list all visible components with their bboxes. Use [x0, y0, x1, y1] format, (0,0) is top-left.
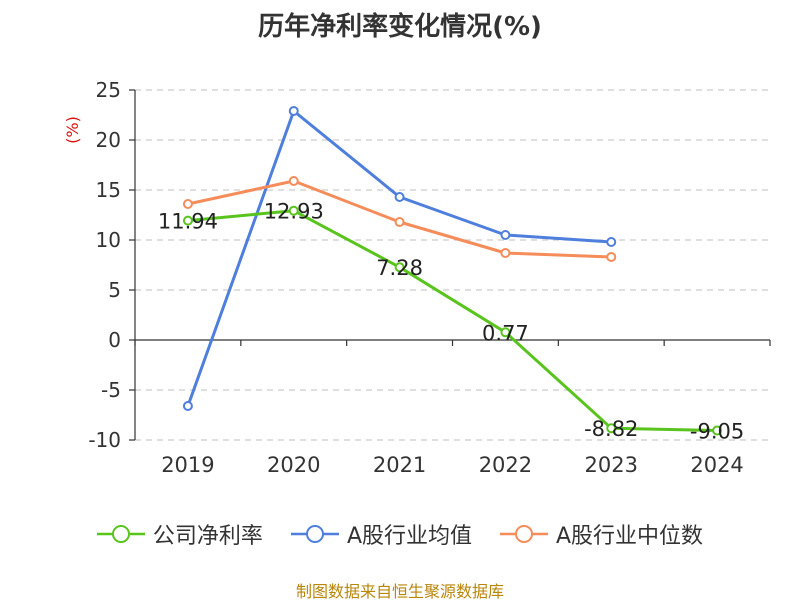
- data-point[interactable]: [288, 106, 299, 116]
- grid-lines: [135, 89, 770, 441]
- data-point[interactable]: [182, 401, 193, 411]
- data-label: 12.93: [264, 200, 324, 224]
- source-footer: 制图数据来自恒生聚源数据库: [295, 582, 504, 601]
- axes: 25 20 15 10 5 0 -5 -10 2019 2020 2021 2022 2023 2024 (…: [63, 78, 771, 477]
- x-tick-label: 2024: [690, 453, 743, 477]
- legend-label: A股行业中位数: [556, 524, 704, 549]
- data-point[interactable]: [182, 199, 193, 209]
- legend-label: 公司净利率: [152, 524, 263, 549]
- data-point[interactable]: [606, 423, 617, 434]
- data-label: 11.94: [158, 210, 218, 234]
- y-tick-label: 25: [96, 78, 121, 102]
- series-lines: [182, 106, 723, 436]
- y-tick-label: -5: [101, 378, 121, 402]
- legend-swatch-green-icon: [96, 525, 145, 543]
- y-tick-label: 20: [96, 128, 121, 152]
- data-point[interactable]: [288, 176, 299, 186]
- y-tick-label: 5: [108, 278, 121, 302]
- y-axis-label: (%): [63, 116, 82, 144]
- y-tick-label: 0: [108, 328, 121, 352]
- legend-label: A股行业均值: [346, 524, 472, 549]
- y-tick-label: 15: [96, 178, 121, 202]
- x-tick-label: 2020: [267, 453, 320, 477]
- legend-swatch-blue-icon: [290, 525, 339, 543]
- x-tick-label: 2021: [373, 453, 426, 477]
- data-point[interactable]: [500, 327, 511, 338]
- data-label: 0.77: [482, 321, 529, 345]
- y-tick-label: -10: [88, 428, 121, 452]
- legend-swatch-orange-icon: [500, 525, 548, 543]
- x-tick-label: 2023: [585, 453, 638, 477]
- legend-item-industry-median[interactable]: A股行业中位数: [500, 518, 703, 550]
- data-point[interactable]: [606, 237, 617, 247]
- data-point[interactable]: [288, 205, 299, 216]
- legend-item-company-net-margin[interactable]: 公司净利率: [96, 518, 263, 550]
- data-label: -8.82: [584, 417, 638, 441]
- series-line: [187, 209, 718, 432]
- data-point[interactable]: [394, 262, 405, 273]
- x-tick-label: 2022: [479, 453, 532, 477]
- chart-title: 历年净利率变化情况(%): [258, 12, 542, 42]
- data-point[interactable]: [394, 192, 405, 202]
- data-point[interactable]: [500, 230, 511, 240]
- data-label: 7.28: [376, 256, 423, 280]
- data-point[interactable]: [182, 215, 193, 226]
- data-point[interactable]: [394, 217, 405, 227]
- x-tick-label: 2019: [161, 453, 214, 477]
- data-label: -9.05: [690, 420, 744, 444]
- legend: 公司净利率 A股行业均值 A股行业中位数: [0, 518, 800, 550]
- data-point[interactable]: [500, 248, 511, 258]
- data-point[interactable]: [606, 252, 617, 262]
- y-tick-label: 10: [96, 228, 121, 252]
- data-labels: 11.94 12.93 7.28 0.77 -8.82 -9.05: [158, 200, 744, 444]
- data-point[interactable]: [712, 425, 723, 436]
- legend-item-industry-mean[interactable]: A股行业均值: [290, 518, 472, 550]
